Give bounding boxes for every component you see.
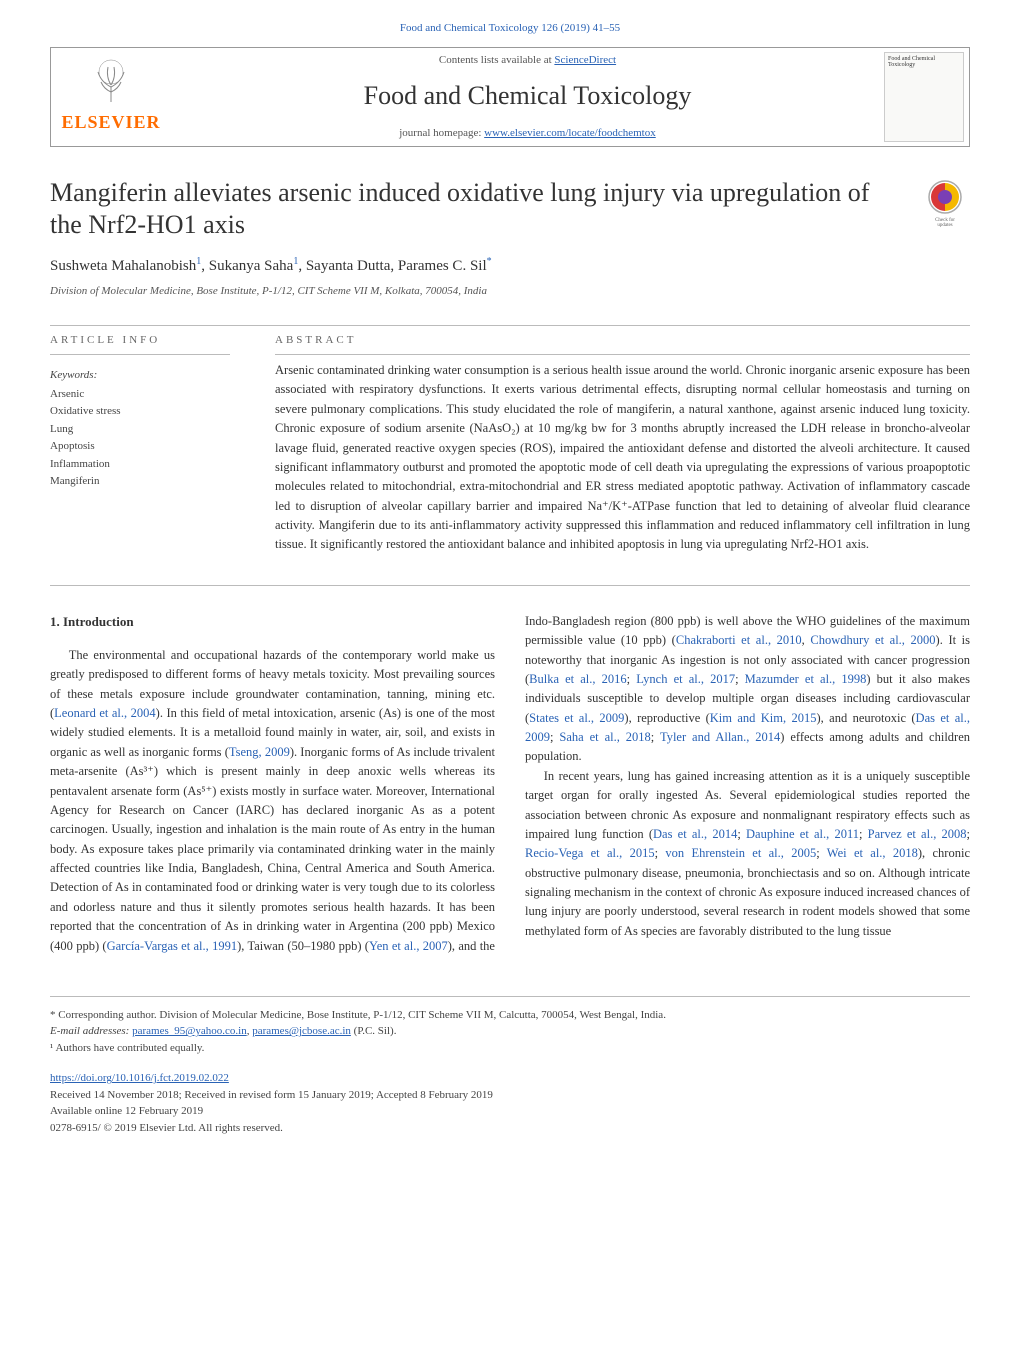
journal-reference-link[interactable]: Food and Chemical Toxicology 126 (2019) … (50, 20, 970, 37)
homepage-link[interactable]: www.elsevier.com/locate/foodchemtox (484, 127, 656, 139)
abstract-label: ABSTRACT (275, 332, 970, 349)
check-updates-icon[interactable]: Check for updates (920, 177, 970, 227)
thumb-title: Food and Chemical Toxicology (888, 56, 960, 68)
article-info-column: ARTICLE INFO Keywords: ArsenicOxidative … (50, 332, 230, 555)
received-line: Received 14 November 2018; Received in r… (50, 1087, 970, 1104)
journal-cover-thumbnail: Food and Chemical Toxicology (884, 52, 964, 142)
elsevier-wordmark: ELSEVIER (61, 109, 160, 136)
keyword-item: Arsenic (50, 386, 230, 404)
keyword-item: Mangiferin (50, 473, 230, 491)
keywords-list: ArsenicOxidative stressLungApoptosisInfl… (50, 386, 230, 492)
authors: Sushweta Mahalanobish1, Sukanya Saha1, S… (50, 254, 970, 278)
email-link-2[interactable]: parames@jcbose.ac.in (252, 1025, 351, 1037)
publisher-logo-block: ELSEVIER (51, 57, 171, 136)
svg-text:updates: updates (937, 223, 952, 227)
footer-section: * Corresponding author. Division of Mole… (50, 996, 970, 1137)
journal-name: Food and Chemical Toxicology (171, 76, 884, 115)
available-line: Available online 12 February 2019 (50, 1103, 970, 1120)
corresponding-author: * Corresponding author. Division of Mole… (50, 1007, 970, 1024)
abstract-text: Arsenic contaminated drinking water cons… (275, 361, 970, 555)
keyword-item: Inflammation (50, 456, 230, 474)
keyword-item: Apoptosis (50, 438, 230, 456)
intro-heading: 1. Introduction (50, 612, 495, 632)
title-row: Mangiferin alleviates arsenic induced ox… (50, 177, 970, 242)
keyword-item: Lung (50, 421, 230, 439)
email-label: E-mail addresses: (50, 1025, 132, 1037)
contents-line: Contents lists available at ScienceDirec… (171, 52, 884, 69)
abstract-column: ABSTRACT Arsenic contaminated drinking w… (275, 332, 970, 555)
info-abstract-row: ARTICLE INFO Keywords: ArsenicOxidative … (50, 332, 970, 555)
article-title: Mangiferin alleviates arsenic induced ox… (50, 177, 900, 242)
homepage-prefix: journal homepage: (399, 127, 484, 139)
article-info-label: ARTICLE INFO (50, 332, 230, 349)
copyright-line: 0278-6915/ © 2019 Elsevier Ltd. All righ… (50, 1120, 970, 1137)
keyword-item: Oxidative stress (50, 403, 230, 421)
divider (50, 354, 230, 355)
contents-prefix: Contents lists available at (439, 54, 554, 66)
divider (50, 325, 970, 326)
divider (275, 354, 970, 355)
journal-header: ELSEVIER Contents lists available at Sci… (50, 47, 970, 147)
header-center: Contents lists available at ScienceDirec… (171, 52, 884, 142)
affiliation: Division of Molecular Medicine, Bose Ins… (50, 283, 970, 300)
author-note: ¹ Authors have contributed equally. (50, 1040, 970, 1057)
keywords-label: Keywords: (50, 367, 230, 384)
intro-para-2: In recent years, lung has gained increas… (525, 767, 970, 941)
homepage-line: journal homepage: www.elsevier.com/locat… (171, 125, 884, 142)
email-suffix: (P.C. Sil). (351, 1025, 397, 1037)
sciencedirect-link[interactable]: ScienceDirect (554, 54, 616, 66)
elsevier-tree-icon (86, 57, 136, 107)
doi-link[interactable]: https://doi.org/10.1016/j.fct.2019.02.02… (50, 1070, 970, 1087)
divider (50, 585, 970, 586)
email-link-1[interactable]: parames_95@yahoo.co.in (132, 1025, 247, 1037)
email-line: E-mail addresses: parames_95@yahoo.co.in… (50, 1023, 970, 1040)
body-columns: 1. Introduction The environmental and oc… (50, 612, 970, 956)
